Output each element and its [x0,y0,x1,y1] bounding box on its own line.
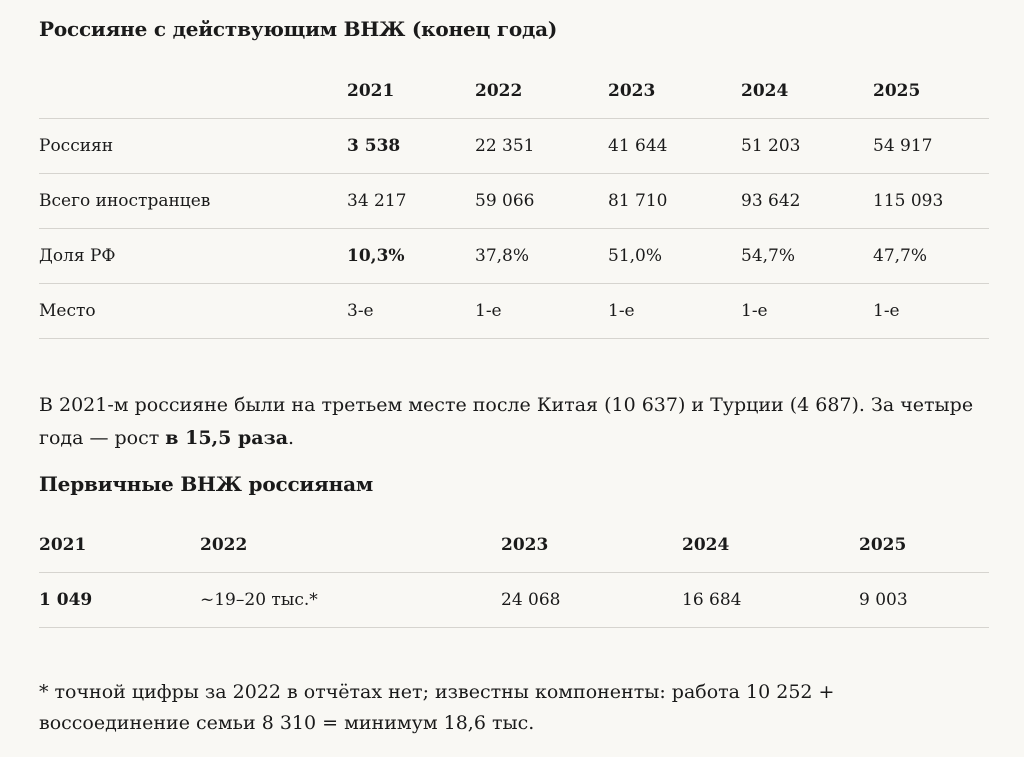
table-cell: 34 217 [347,173,475,229]
table-row: Россиян 3 538 22 351 41 644 51 203 54 91… [39,118,989,174]
paragraph-text: В 2021-м россияне были на третьем месте … [39,394,974,449]
table-row: 1 049 ~19–20 тыс.* 24 068 16 684 9 003 [39,572,989,628]
table-row: Место 3-е 1-е 1-е 1-е 1-е [39,283,989,339]
row-label: Место [39,283,347,339]
table-cell: 22 351 [475,118,608,174]
section-title-primary-permits: Первичные ВНЖ россиянам [39,472,374,496]
paragraph-bold: в 15,5 раза [165,427,289,449]
table-cell: 1-е [475,283,608,339]
table-header-cell: 2025 [873,64,989,119]
section-title-residents: Россияне с действующим ВНЖ (конец года) [39,17,558,41]
table-cell: 3 538 [347,118,475,174]
table-header-cell: 2022 [200,518,501,573]
table-cell: 1-е [741,283,873,339]
table-header-cell: 2022 [475,64,608,119]
table-cell: 81 710 [608,173,741,229]
table-header-row: 2021 2022 2023 2024 2025 [39,518,989,573]
paragraph-end: . [288,427,295,449]
table-cell: 54,7% [741,228,873,284]
table-header-cell: 2023 [501,518,682,573]
table-cell: ~19–20 тыс.* [200,572,501,628]
table-cell: 1 049 [39,572,200,628]
table-header-cell: 2024 [741,64,873,119]
table-cell: 59 066 [475,173,608,229]
table-header-cell: 2021 [39,518,200,573]
footnote: * точной цифры за 2022 в отчётах нет; из… [39,681,835,734]
table-cell: 1-е [873,283,989,339]
table-cell: 115 093 [873,173,989,229]
table-cell: 3-е [347,283,475,339]
row-label: Россиян [39,118,347,174]
table-cell: 41 644 [608,118,741,174]
table-header-cell: 2021 [347,64,475,119]
table-header-row: 2021 2022 2023 2024 2025 [39,64,989,119]
table-header-cell: 2023 [608,64,741,119]
table-cell: 51 203 [741,118,873,174]
table-cell: 16 684 [682,572,859,628]
table-cell: 10,3% [347,228,475,284]
table-cell: 24 068 [501,572,682,628]
table-cell: 1-е [608,283,741,339]
row-label: Доля РФ [39,228,347,284]
table-cell: 37,8% [475,228,608,284]
table-cell: 9 003 [859,572,989,628]
table-cell: 93 642 [741,173,873,229]
table-header-cell: 2024 [682,518,859,573]
summary-paragraph: В 2021-м россияне были на третьем месте … [39,389,979,455]
primary-permits-table: 2021 2022 2023 2024 2025 1 049 ~19–20 ты… [39,518,989,628]
table-cell: 54 917 [873,118,989,174]
table-row: Всего иностранцев 34 217 59 066 81 710 9… [39,173,989,229]
table-header-cell [39,64,347,119]
table-header-cell: 2025 [859,518,989,573]
table-cell: 51,0% [608,228,741,284]
row-label: Всего иностранцев [39,173,347,229]
table-cell: 47,7% [873,228,989,284]
table-row: Доля РФ 10,3% 37,8% 51,0% 54,7% 47,7% [39,228,989,284]
residents-table: 2021 2022 2023 2024 2025 Россиян 3 538 2… [39,64,989,339]
